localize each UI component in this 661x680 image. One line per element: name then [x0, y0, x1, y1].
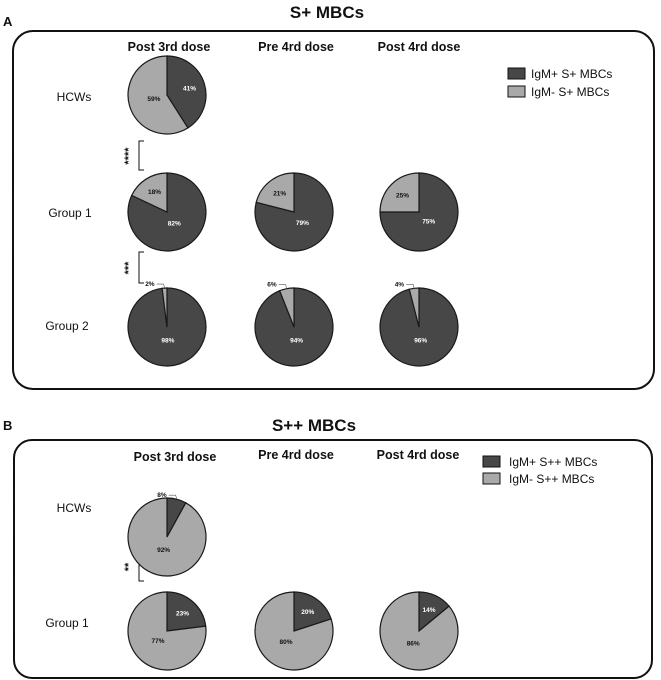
pie-leader-line: [168, 494, 177, 500]
panel-a-legend-label-igm-pos: IgM+ S+ MBCs: [531, 67, 612, 81]
pie-leader-line: [406, 284, 415, 289]
pie-percentage-label: 6%: [267, 282, 277, 289]
panel-a-legend-label-igm-neg: IgM- S+ MBCs: [531, 85, 609, 99]
pie-percentage-label: 59%: [147, 96, 160, 103]
panel-b-legend-swatch-igm-pos: [482, 455, 501, 468]
pie-slice-igm-neg: [255, 172, 295, 213]
panel-a-sig-label-1: ****: [123, 147, 135, 165]
panel-a-sig-label-2: ***: [123, 261, 135, 275]
pie-percentage-label: 8%: [157, 492, 167, 499]
pie-slice-igm-neg: [408, 287, 420, 328]
pie-slice-igm-neg: [127, 497, 207, 577]
pie-percentage-label: 82%: [168, 221, 181, 228]
panel-a-row-label-hcws: HCWs: [57, 90, 92, 104]
pie-slice-igm-pos: [293, 591, 332, 632]
pie-percentage-label: 18%: [148, 189, 161, 196]
panel-a-pie-r3-c2: 94% 6%: [254, 282, 334, 367]
panel-a-pie-r2-c2: 79% 21%: [254, 172, 334, 252]
panel-a-sig-bracket-2: [138, 251, 144, 284]
panel-b-legend-label-igm-neg: IgM- S++ MBCs: [509, 472, 594, 486]
pie-percentage-label: 25%: [396, 193, 409, 200]
pie-percentage-label: 75%: [422, 219, 435, 226]
panel-a-col-title-1: Post 3rd dose: [128, 40, 211, 54]
panel-b-pie-r2-c2: 20% 80%: [254, 591, 334, 671]
panel-a-frame: [12, 30, 655, 390]
pie-slice-igm-neg: [379, 172, 420, 213]
pie-slice-igm-neg: [127, 591, 207, 671]
panel-a-pie-r3-c1: 98% 2%: [127, 281, 207, 367]
pie-percentage-label: 20%: [301, 609, 314, 616]
pie-percentage-label: 14%: [422, 607, 435, 614]
panel-b-col-title-2: Pre 4rd dose: [258, 448, 334, 462]
panel-a-pie-r3-c3: 96% 4%: [379, 281, 459, 367]
panel-b-frame: [13, 439, 653, 679]
panel-b-row-label-hcws: HCWs: [57, 501, 92, 515]
panel-a-title: S+ MBCs: [290, 3, 364, 22]
pie-slice-igm-neg: [379, 591, 459, 671]
pie-percentage-label: 98%: [161, 338, 174, 345]
panel-a-row-label-group1: Group 1: [48, 206, 92, 220]
panel-b-col-title-3: Post 4rd dose: [377, 448, 460, 462]
pie-slice-igm-neg: [127, 55, 189, 135]
panel-a-legend-swatch-igm-neg: [507, 85, 526, 98]
pie-percentage-label: 92%: [157, 547, 170, 554]
panel-a-pie-r2-c3: 75% 25%: [379, 172, 459, 252]
pie-slice-igm-neg: [254, 591, 334, 671]
pie-percentage-label: 2%: [145, 281, 155, 288]
pie-leader-line: [278, 284, 287, 289]
panel-a-col-title-2: Pre 4rd dose: [258, 40, 334, 54]
pie-leader-line: [156, 283, 165, 289]
pie-percentage-label: 80%: [279, 639, 292, 646]
panel-b-pie-r2-c3: 14% 86%: [379, 591, 459, 671]
pie-percentage-label: 41%: [183, 86, 196, 93]
pie-slice-igm-neg: [130, 172, 168, 213]
pie-percentage-label: 96%: [414, 338, 427, 345]
panel-b-legend-swatch-igm-neg: [482, 472, 501, 485]
pie-percentage-label: 21%: [273, 191, 286, 198]
panel-a-pie-r1-c1: 41% 59%: [127, 55, 207, 135]
pie-percentage-label: 77%: [151, 638, 164, 645]
pie-percentage-label: 79%: [296, 220, 309, 227]
panel-b-col-title-1: Post 3rd dose: [134, 450, 217, 464]
panel-b-title: S++ MBCs: [272, 416, 356, 435]
pie-charts: 41% 59% 82% 18% 79% 21% 75% 25% 98% 2% 94% 6% 96% 4% 8…: [127, 55, 459, 671]
pie-percentage-label: 86%: [407, 640, 420, 647]
panel-a-legend-swatch-igm-pos: [507, 67, 526, 80]
panel-a-pie-r2-c1: 82% 18%: [127, 172, 207, 252]
panel-b-pie-r2-c1: 23% 77%: [127, 591, 207, 671]
panel-a-label: A: [3, 14, 13, 29]
pie-slice-igm-pos: [166, 591, 207, 632]
panel-b-label: B: [3, 418, 12, 433]
panel-b-legend-label-igm-pos: IgM+ S++ MBCs: [509, 455, 597, 469]
pie-percentage-label: 94%: [290, 337, 303, 344]
panel-b-pie-r1-c1: 8% 92%: [127, 492, 207, 577]
pie-percentage-label: 4%: [395, 281, 405, 288]
panel-b-sig-label-1: **: [123, 562, 135, 571]
panel-a-sig-bracket-1: [138, 140, 144, 171]
panel-b-row-label-group1: Group 1: [45, 616, 89, 630]
panel-a-row-label-group2: Group 2: [45, 319, 89, 333]
pie-percentage-label: 23%: [176, 610, 189, 617]
panel-a-col-title-3: Post 4rd dose: [378, 40, 461, 54]
